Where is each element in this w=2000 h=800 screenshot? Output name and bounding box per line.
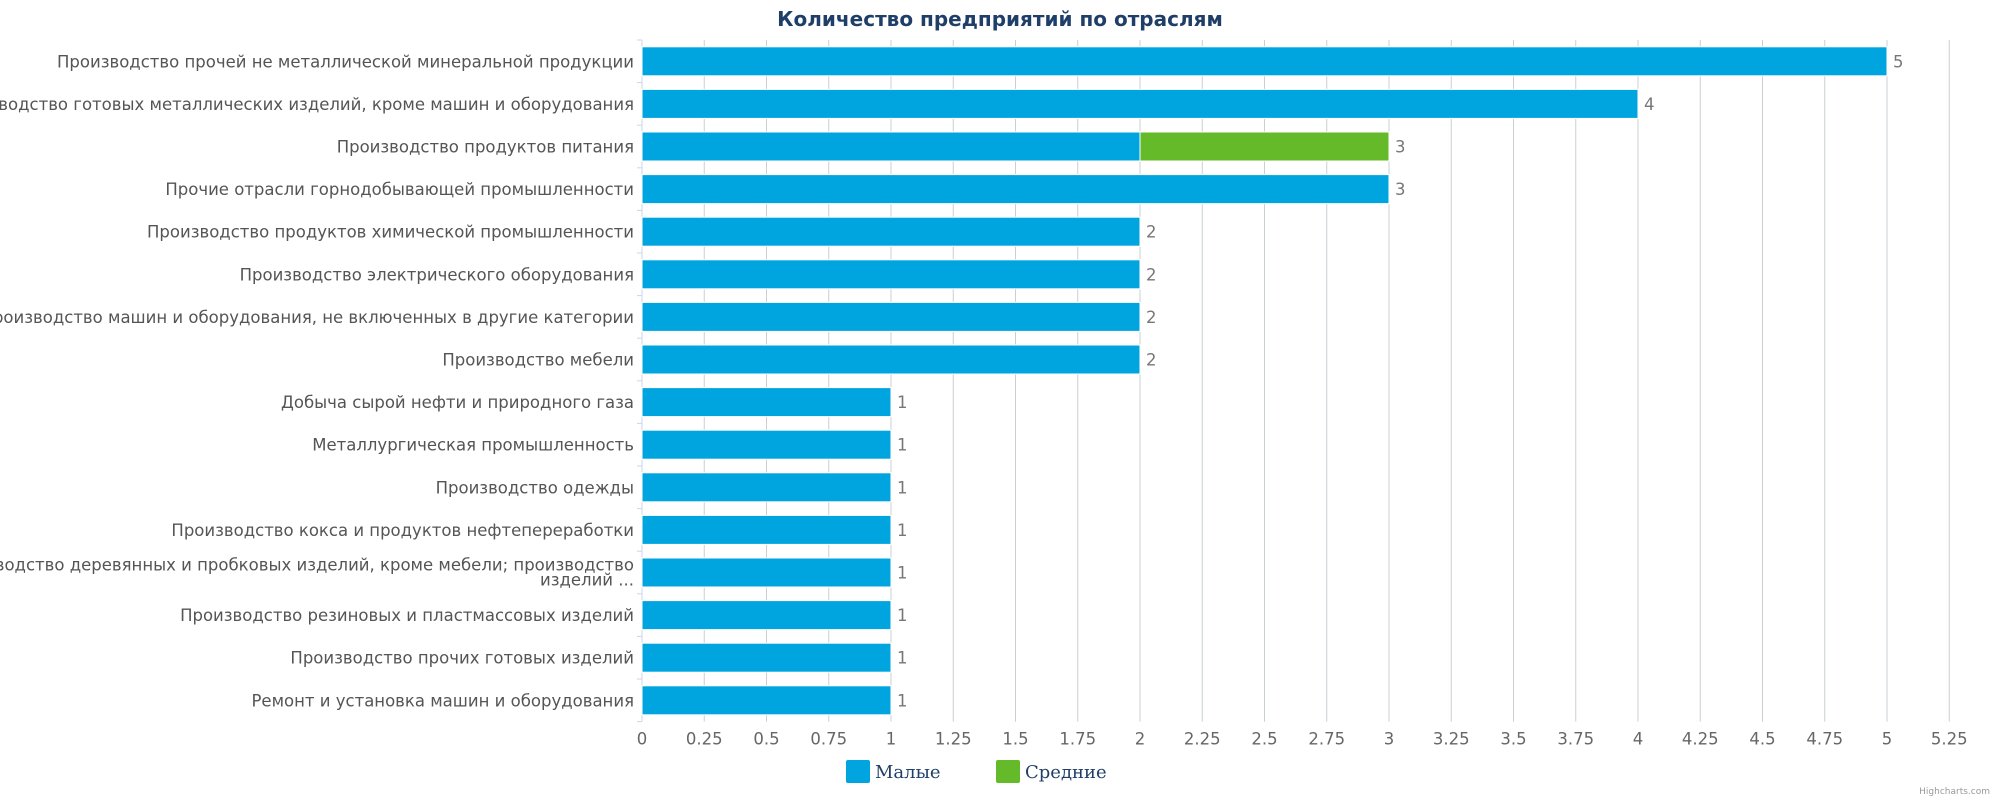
- x-tick-label: 1.75: [1059, 730, 1096, 749]
- data-label: 3: [1395, 180, 1406, 199]
- x-tick-label: 0.75: [810, 730, 847, 749]
- legend-label: Средние: [1025, 762, 1107, 783]
- bar-small[interactable]: [641, 259, 1141, 290]
- bar-small[interactable]: [641, 174, 1390, 205]
- bar-small[interactable]: [641, 642, 892, 673]
- category-label-line: Производство деревянных и пробковых изде…: [0, 556, 634, 575]
- legend-item-small[interactable]: Малые: [846, 760, 941, 783]
- bar-small[interactable]: [641, 472, 892, 503]
- data-label: 1: [897, 521, 908, 540]
- data-label: 2: [1146, 351, 1157, 370]
- chart-title: Количество предприятий по отраслям: [777, 7, 1223, 31]
- data-label: 4: [1644, 95, 1655, 114]
- data-label: 1: [897, 436, 908, 455]
- category-label: Производство одежды: [436, 478, 634, 497]
- x-tick-label: 4.25: [1682, 730, 1719, 749]
- data-label: 2: [1146, 308, 1157, 327]
- legend-item-medium[interactable]: Средние: [996, 760, 1107, 783]
- x-tick-label: 2: [1135, 730, 1146, 749]
- category-label: Производство резиновых и пластмассовых и…: [180, 606, 634, 625]
- x-tick-label: 1.5: [1002, 730, 1028, 749]
- category-label: Производство готовых металлических издел…: [0, 95, 634, 114]
- category-label: Производство продуктов питания: [337, 138, 634, 157]
- legend-swatch: [996, 760, 1020, 783]
- x-tick-label: 1.25: [935, 730, 972, 749]
- bar-small[interactable]: [641, 131, 1141, 162]
- legend-swatch: [846, 760, 870, 783]
- data-label: 1: [897, 691, 908, 710]
- category-label: Производство прочих готовых изделий: [290, 649, 634, 668]
- x-tick-label: 4: [1633, 730, 1644, 749]
- data-label: 1: [897, 649, 908, 668]
- category-label: Производство машин и оборудования, не вк…: [0, 308, 634, 327]
- bar-medium[interactable]: [1139, 131, 1390, 162]
- data-label: 1: [897, 393, 908, 412]
- category-label: Производство продуктов химической промыш…: [147, 223, 634, 242]
- bar-small[interactable]: [641, 88, 1639, 119]
- bar-small[interactable]: [641, 600, 892, 631]
- x-tick-label: 0: [637, 730, 648, 749]
- x-tick-label: 2.75: [1308, 730, 1345, 749]
- data-label: 2: [1146, 223, 1157, 242]
- bar-small[interactable]: [641, 429, 892, 460]
- category-label: Производство деревянных и пробковых изде…: [0, 556, 634, 590]
- bar-small[interactable]: [641, 46, 1888, 77]
- bar-small[interactable]: [641, 685, 892, 716]
- bar-small[interactable]: [641, 557, 892, 588]
- category-label: Добыча сырой нефти и природного газа: [281, 393, 634, 412]
- bar-small[interactable]: [641, 344, 1141, 375]
- x-tick-label: 0.25: [686, 730, 723, 749]
- category-label: Производство электрического оборудования: [240, 265, 634, 284]
- data-label: 1: [897, 478, 908, 497]
- x-tick-label: 1: [886, 730, 897, 749]
- category-label: Ремонт и установка машин и оборудования: [251, 691, 634, 710]
- bar-small[interactable]: [641, 514, 892, 545]
- x-tick-label: 5.25: [1931, 730, 1968, 749]
- x-tick-label: 3: [1384, 730, 1395, 749]
- category-label-line: изделий ...: [540, 571, 634, 590]
- category-label: Производство мебели: [442, 351, 634, 370]
- x-tick-label: 0.5: [753, 730, 779, 749]
- x-tick-label: 3.25: [1433, 730, 1470, 749]
- credit: Highcharts.com: [1919, 787, 1990, 797]
- x-tick-label: 3.5: [1500, 730, 1526, 749]
- data-label: 1: [897, 564, 908, 583]
- category-label: Металлургическая промышленность: [312, 436, 634, 455]
- x-tick-label: 5: [1882, 730, 1893, 749]
- bar-small[interactable]: [641, 387, 892, 418]
- category-label: Прочие отрасли горнодобывающей промышлен…: [165, 180, 634, 199]
- data-label: 1: [897, 606, 908, 625]
- x-tick-label: 4.75: [1806, 730, 1843, 749]
- x-tick-label: 2.25: [1184, 730, 1221, 749]
- category-label: Производство прочей не металлической мин…: [57, 52, 634, 71]
- bar-small[interactable]: [641, 216, 1141, 247]
- x-tick-label: 4.5: [1749, 730, 1775, 749]
- data-label: 2: [1146, 265, 1157, 284]
- x-tick-label: 3.75: [1557, 730, 1594, 749]
- bar-small[interactable]: [641, 301, 1141, 332]
- data-label: 5: [1893, 52, 1904, 71]
- data-label: 3: [1395, 138, 1406, 157]
- legend-label: Малые: [875, 762, 941, 783]
- x-tick-label: 2.5: [1251, 730, 1277, 749]
- category-label: Производство кокса и продуктов нефтепере…: [171, 521, 634, 540]
